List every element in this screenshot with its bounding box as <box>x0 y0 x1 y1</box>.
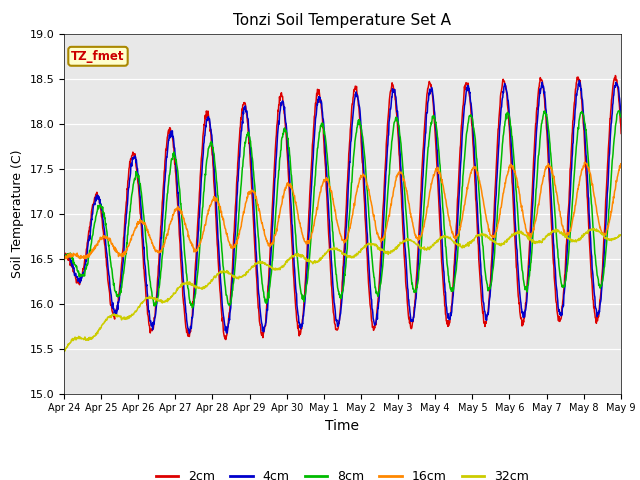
Text: TZ_fmet: TZ_fmet <box>71 50 125 63</box>
Title: Tonzi Soil Temperature Set A: Tonzi Soil Temperature Set A <box>234 13 451 28</box>
X-axis label: Time: Time <box>325 419 360 433</box>
Y-axis label: Soil Temperature (C): Soil Temperature (C) <box>11 149 24 278</box>
Legend: 2cm, 4cm, 8cm, 16cm, 32cm: 2cm, 4cm, 8cm, 16cm, 32cm <box>150 465 534 480</box>
